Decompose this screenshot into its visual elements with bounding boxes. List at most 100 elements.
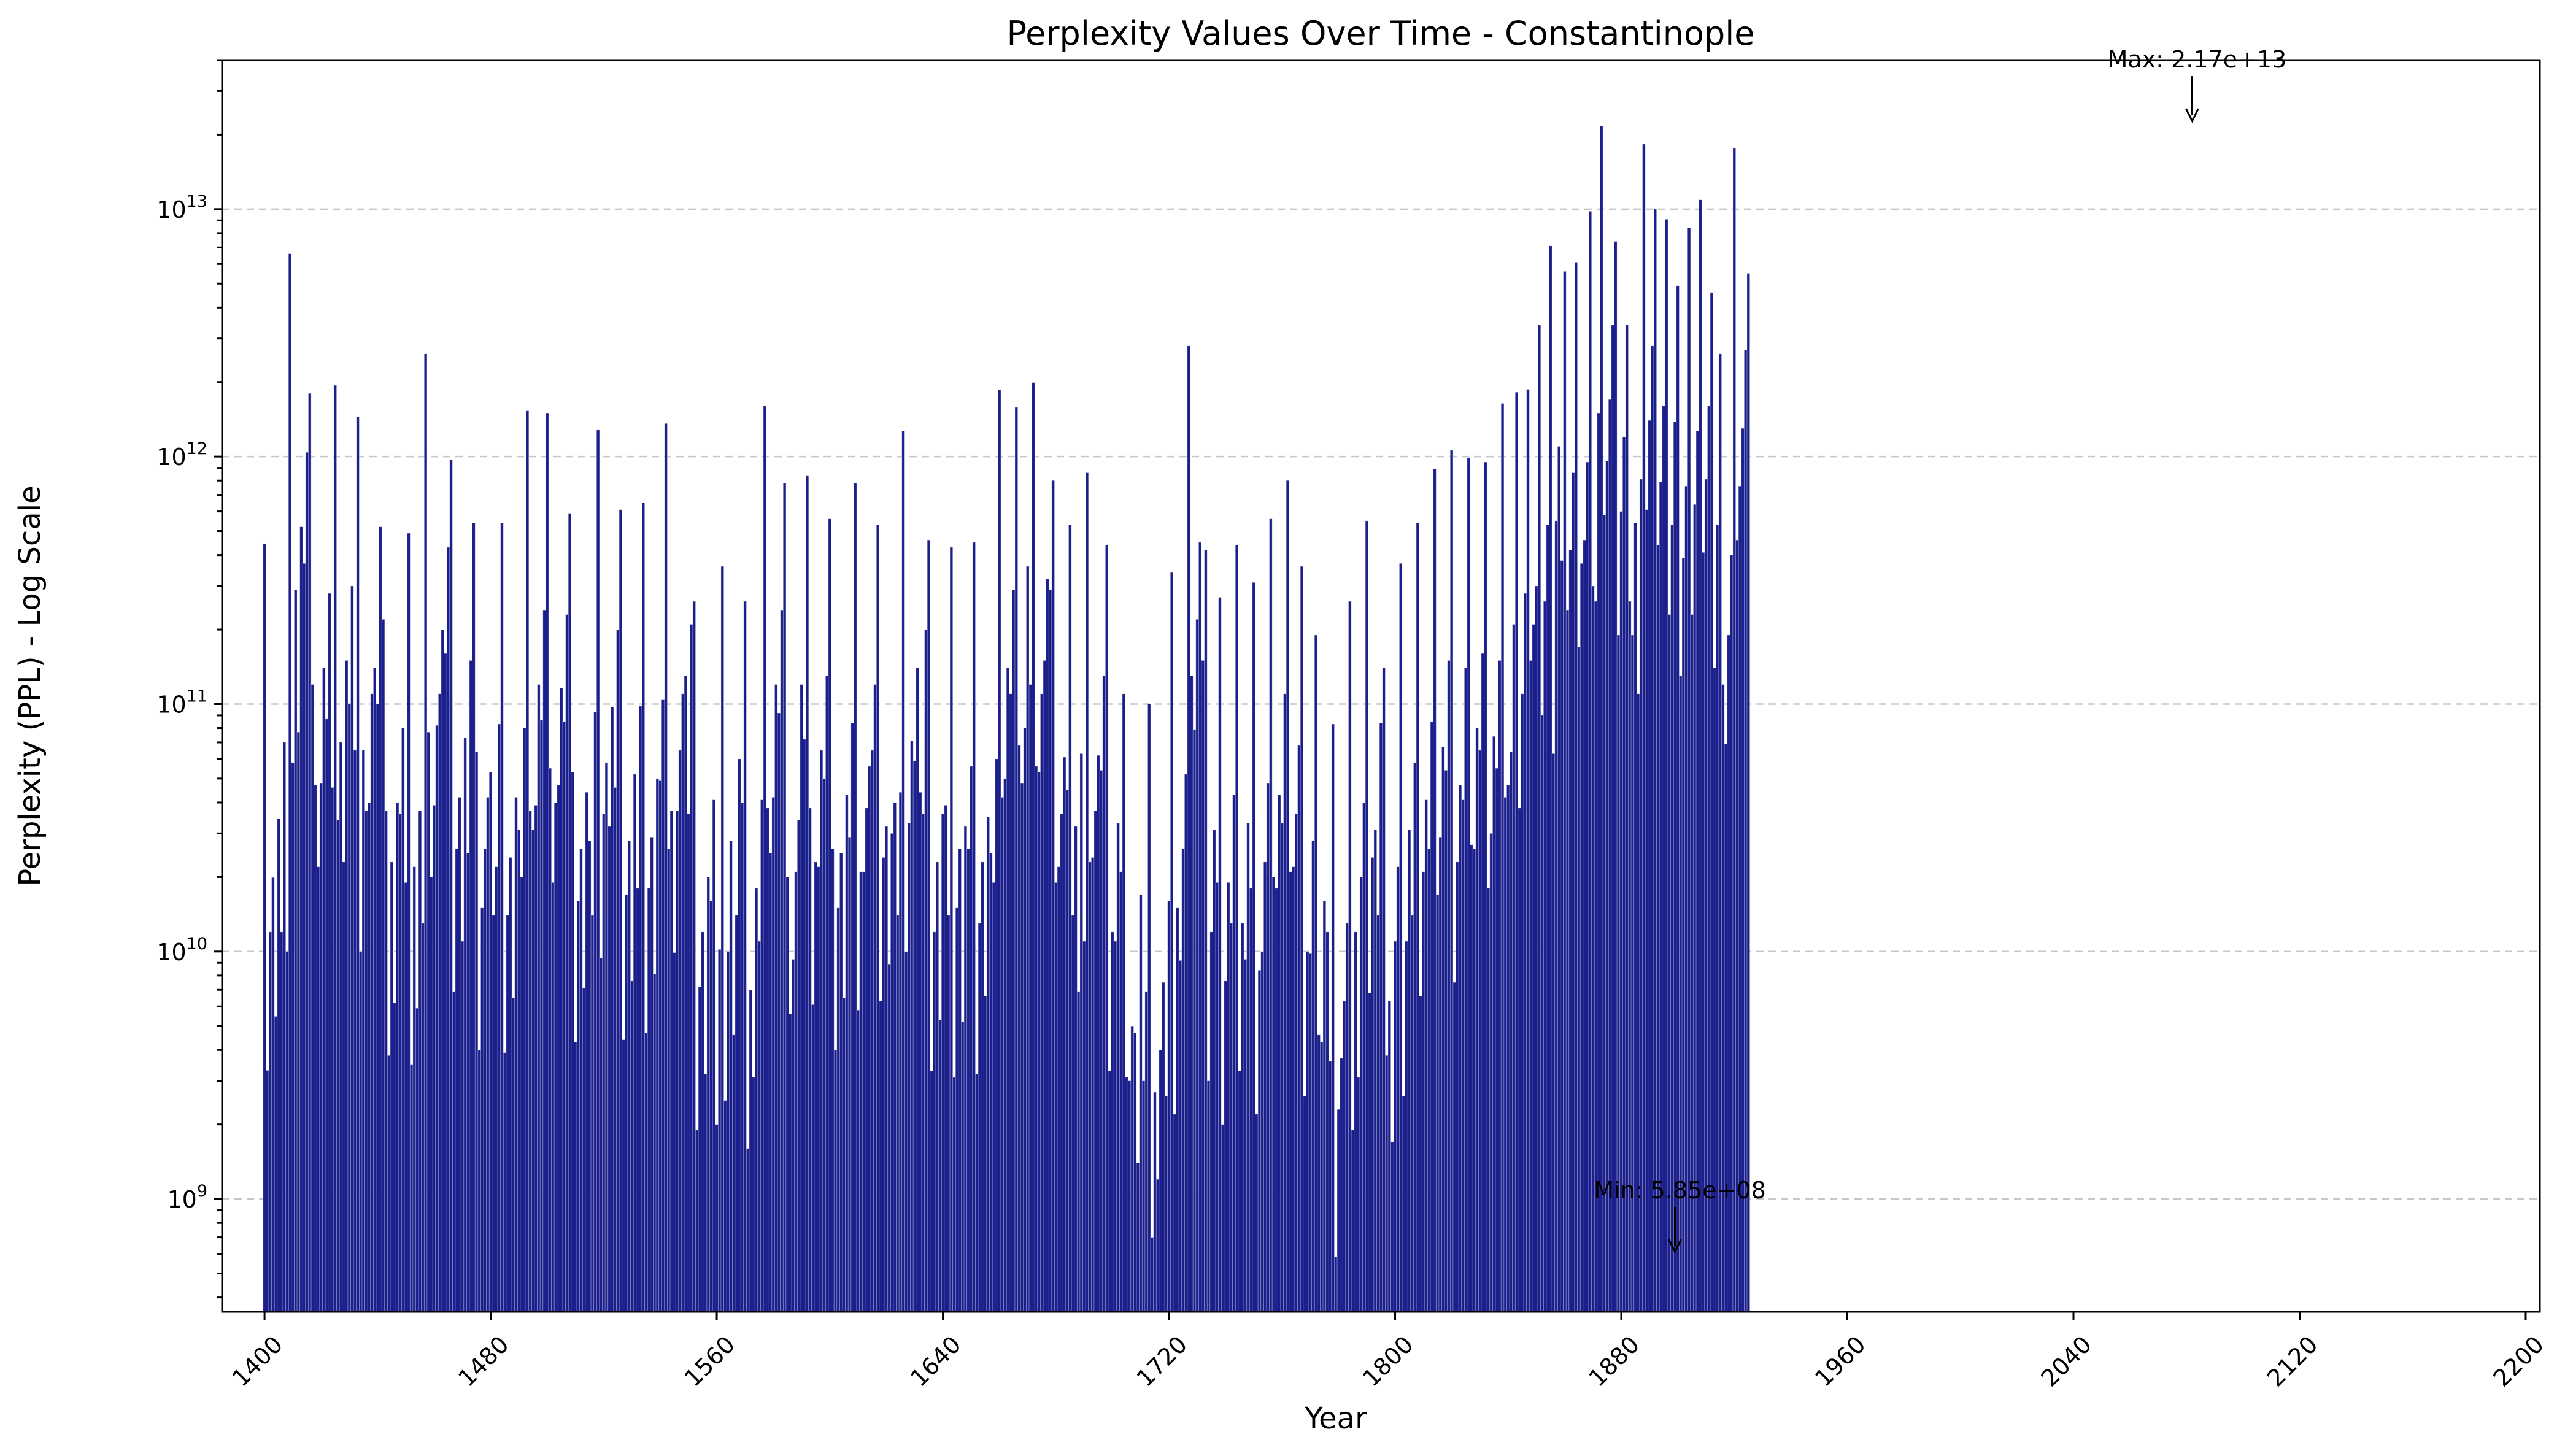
bar — [398, 814, 402, 1312]
bar — [1625, 325, 1629, 1312]
bar — [483, 849, 487, 1312]
bar — [845, 794, 849, 1312]
bar — [1356, 1077, 1360, 1312]
bar — [316, 866, 320, 1312]
bar — [1662, 406, 1665, 1312]
bar — [780, 609, 784, 1312]
bar — [808, 807, 812, 1312]
bar — [1277, 794, 1281, 1312]
bar — [531, 830, 535, 1312]
bar — [1438, 836, 1442, 1312]
bar — [1122, 693, 1126, 1312]
bar — [768, 852, 773, 1312]
bar — [701, 931, 704, 1312]
bar — [630, 980, 634, 1312]
bar — [1311, 841, 1315, 1312]
bar — [919, 792, 922, 1312]
bar — [647, 888, 651, 1312]
bar — [393, 1003, 396, 1312]
bar — [924, 629, 928, 1312]
bar — [1365, 520, 1369, 1312]
bar — [384, 811, 388, 1312]
bar — [684, 676, 688, 1312]
bar — [1690, 614, 1694, 1312]
bar — [602, 814, 606, 1312]
bar — [791, 959, 795, 1312]
bar — [1209, 931, 1213, 1312]
bar — [435, 725, 439, 1312]
bar — [673, 952, 676, 1312]
bar — [446, 547, 450, 1312]
bar — [426, 731, 430, 1312]
bar — [703, 1073, 708, 1312]
bar — [1097, 755, 1100, 1312]
bar — [1642, 144, 1646, 1312]
bar — [1147, 704, 1151, 1312]
bar — [712, 799, 716, 1312]
bar — [1574, 262, 1578, 1312]
bar — [1699, 199, 1702, 1312]
bar — [339, 742, 343, 1312]
bar — [859, 871, 863, 1312]
bar — [472, 522, 476, 1312]
bar — [404, 882, 408, 1312]
bar — [460, 941, 465, 1312]
bar — [882, 857, 885, 1312]
bar — [582, 988, 586, 1312]
bar — [1503, 797, 1507, 1312]
bar — [1402, 1096, 1406, 1312]
bar — [910, 741, 914, 1312]
bar — [1586, 461, 1589, 1312]
bar — [1464, 668, 1468, 1312]
bar — [1014, 407, 1019, 1312]
bar — [958, 849, 962, 1312]
bar — [1572, 472, 1575, 1312]
bar — [738, 758, 741, 1312]
bar — [653, 974, 657, 1312]
bar — [477, 1049, 481, 1312]
bar — [1229, 923, 1233, 1312]
bar — [1509, 752, 1513, 1312]
bar — [325, 718, 329, 1312]
bar — [1554, 520, 1558, 1312]
bar — [1543, 601, 1547, 1312]
bar — [1322, 901, 1327, 1312]
bar — [1498, 660, 1502, 1312]
bar — [1127, 1080, 1132, 1312]
bar — [1441, 747, 1445, 1312]
bar — [624, 894, 628, 1312]
bar — [319, 782, 323, 1312]
bar — [480, 907, 484, 1312]
bar — [983, 996, 987, 1312]
bar — [423, 353, 428, 1312]
bar — [599, 958, 603, 1312]
bar — [1399, 563, 1403, 1312]
bar — [986, 816, 990, 1312]
bar — [1444, 769, 1448, 1312]
bar — [735, 915, 739, 1312]
bar — [1430, 721, 1434, 1312]
bar — [1325, 931, 1329, 1312]
bar — [938, 1019, 942, 1312]
y-tick-label: 1010 — [156, 934, 207, 966]
bar — [966, 849, 970, 1312]
bar — [381, 618, 385, 1312]
bar — [412, 866, 416, 1312]
bar — [766, 807, 769, 1312]
bar — [1433, 469, 1437, 1312]
bar — [528, 811, 532, 1312]
bar — [692, 601, 696, 1312]
bar — [553, 802, 558, 1312]
bar — [1532, 624, 1535, 1312]
bar — [1221, 1124, 1225, 1312]
bar — [836, 907, 840, 1312]
bar — [390, 861, 394, 1312]
bar — [1535, 585, 1538, 1312]
bar — [409, 1064, 414, 1312]
bar — [978, 923, 982, 1312]
bar — [350, 585, 354, 1312]
bar — [503, 1052, 507, 1312]
bar — [1206, 1080, 1211, 1312]
bar — [726, 951, 730, 1312]
bar — [1456, 861, 1459, 1312]
